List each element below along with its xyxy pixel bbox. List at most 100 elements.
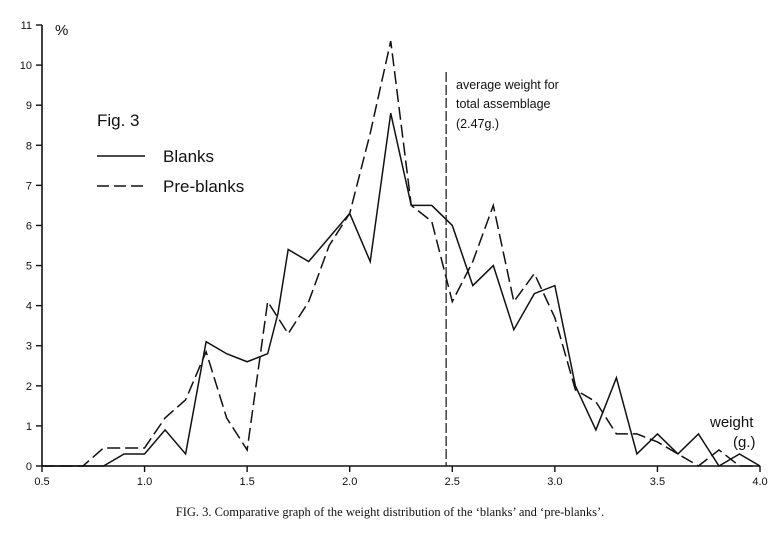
data-point-pre-blanks	[287, 333, 289, 335]
data-point-pre-blanks	[307, 300, 309, 302]
data-point-pre-blanks	[102, 447, 104, 449]
data-point-blanks	[205, 341, 207, 343]
data-point-pre-blanks	[164, 417, 166, 419]
series-line-blanks	[42, 113, 761, 468]
y-tick-label: 0	[26, 461, 32, 473]
data-point-blanks	[123, 453, 125, 455]
data-point-blanks	[266, 353, 268, 355]
data-point-blanks	[143, 453, 145, 455]
figure-caption: FIG. 3. Comparative graph of the weight …	[175, 505, 605, 519]
data-point-blanks	[636, 453, 638, 455]
annotation-line-3: (2.47g.)	[456, 117, 499, 131]
data-point-pre-blanks	[697, 465, 699, 467]
data-point-blanks	[738, 453, 740, 455]
x-axis-label: weight	[709, 414, 754, 431]
x-tick-label: 3.5	[650, 476, 665, 488]
data-point-pre-blanks	[492, 204, 494, 206]
axes	[41, 25, 760, 467]
annotation-line-2: total assemblage	[456, 97, 551, 111]
data-point-blanks	[595, 429, 597, 431]
series-line-pre-blanks	[42, 40, 760, 467]
x-tick-label: 2.5	[445, 476, 460, 488]
data-point-blanks	[184, 453, 186, 455]
data-point-blanks	[369, 260, 371, 262]
data-point-pre-blanks	[615, 433, 617, 435]
data-point-pre-blanks	[410, 204, 412, 206]
data-point-pre-blanks	[61, 465, 63, 467]
x-tick-label: 1.0	[137, 476, 152, 488]
legend-label-blanks: Blanks	[163, 147, 214, 166]
y-tick-label: 2	[26, 381, 32, 393]
x-axis-unit: (g.)	[733, 434, 756, 451]
data-point-pre-blanks	[205, 351, 207, 353]
data-point-pre-blanks	[184, 399, 186, 401]
data-point-blanks	[225, 353, 227, 355]
data-point-blanks	[656, 433, 658, 435]
y-tick-label: 3	[26, 341, 32, 353]
legend-label-pre-blanks: Pre-blanks	[163, 177, 244, 196]
data-point-pre-blanks	[143, 447, 145, 449]
x-tick-label: 2.0	[342, 476, 357, 488]
data-point-pre-blanks	[225, 417, 227, 419]
data-point-pre-blanks	[574, 389, 576, 391]
data-point-pre-blanks	[656, 441, 658, 443]
data-point-pre-blanks	[349, 212, 351, 214]
x-tick-label: 3.0	[547, 476, 562, 488]
data-point-blanks	[307, 260, 309, 262]
data-point-blanks	[472, 284, 474, 286]
data-point-blanks	[718, 465, 720, 467]
data-point-pre-blanks	[677, 453, 679, 455]
data-point-pre-blanks	[82, 465, 84, 467]
figure-label-and-legend: Fig. 3 Blanks Pre-blanks	[97, 111, 244, 196]
data-point-pre-blanks	[513, 300, 515, 302]
y-tick-label: 11	[21, 20, 32, 32]
data-point-blanks	[390, 112, 392, 114]
data-point-blanks	[492, 264, 494, 266]
data-point-blanks	[246, 361, 248, 363]
data-point-blanks	[102, 465, 104, 467]
annotation-line-1: average weight for	[456, 78, 559, 92]
average-weight-annotation: average weight for total assemblage (2.4…	[456, 78, 559, 131]
data-point-pre-blanks	[738, 465, 740, 467]
data-point-pre-blanks	[759, 465, 761, 467]
y-tick-label: 4	[26, 301, 32, 313]
data-point-pre-blanks	[123, 447, 125, 449]
y-tick-label: 9	[26, 100, 32, 112]
x-tick-label: 1.5	[239, 476, 254, 488]
data-point-pre-blanks	[369, 132, 371, 134]
y-tick-label: 1	[26, 421, 32, 433]
data-point-blanks	[277, 312, 279, 314]
data-point-blanks	[554, 284, 556, 286]
figure-label: Fig. 3	[97, 111, 140, 130]
data-point-pre-blanks	[554, 316, 556, 318]
y-ticks: 0 1 2 3 4 5 6 7 8 9 10 11	[20, 20, 42, 473]
y-tick-label: 8	[26, 140, 32, 152]
data-point-blanks	[574, 385, 576, 387]
y-tick-label: 5	[26, 261, 32, 273]
data-point-pre-blanks	[41, 465, 43, 467]
x-ticks: 0.5 1.0 1.5 2.0 2.5 3.0 3.5 4.0	[34, 466, 768, 488]
data-point-blanks	[615, 377, 617, 379]
data-point-pre-blanks	[246, 449, 248, 451]
data-point-pre-blanks	[431, 220, 433, 222]
data-point-pre-blanks	[451, 300, 453, 302]
data-point-blanks	[164, 429, 166, 431]
data-point-pre-blanks	[636, 433, 638, 435]
y-axis-unit-label: %	[55, 22, 68, 39]
points-pre-blanks	[41, 40, 761, 467]
data-point-blanks	[328, 236, 330, 238]
data-point-pre-blanks	[595, 401, 597, 403]
y-tick-label: 10	[20, 60, 32, 72]
y-tick-label: 7	[26, 180, 32, 192]
y-tick-label: 6	[26, 220, 32, 232]
data-point-blanks	[513, 328, 515, 330]
data-point-pre-blanks	[266, 300, 268, 302]
data-point-blanks	[697, 433, 699, 435]
data-point-blanks	[533, 292, 535, 294]
x-tick-label: 0.5	[34, 476, 49, 488]
data-point-pre-blanks	[390, 40, 392, 42]
data-point-pre-blanks	[533, 272, 535, 274]
data-point-pre-blanks	[328, 244, 330, 246]
data-point-pre-blanks	[718, 449, 720, 451]
